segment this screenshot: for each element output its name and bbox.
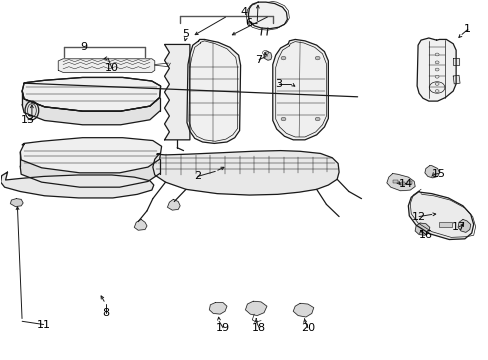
Polygon shape: [22, 91, 159, 125]
Polygon shape: [457, 220, 470, 232]
Polygon shape: [134, 220, 147, 230]
Polygon shape: [407, 192, 473, 239]
Circle shape: [315, 117, 320, 121]
Polygon shape: [414, 223, 429, 235]
Text: 20: 20: [300, 323, 314, 333]
Polygon shape: [10, 199, 23, 207]
Polygon shape: [264, 51, 271, 60]
Circle shape: [434, 68, 438, 71]
Text: 18: 18: [251, 323, 265, 333]
Text: 11: 11: [37, 320, 50, 329]
Text: 3: 3: [275, 79, 282, 89]
Polygon shape: [164, 44, 189, 140]
Text: 14: 14: [399, 179, 412, 189]
Polygon shape: [22, 77, 160, 111]
Polygon shape: [452, 58, 458, 65]
Polygon shape: [272, 40, 328, 140]
Circle shape: [434, 75, 438, 78]
Text: 17: 17: [451, 222, 465, 231]
Polygon shape: [293, 303, 313, 317]
Polygon shape: [248, 2, 287, 29]
Text: 6: 6: [244, 18, 251, 28]
Text: 2: 2: [194, 171, 201, 181]
Bar: [392, 180, 397, 183]
Polygon shape: [245, 301, 266, 316]
Polygon shape: [20, 138, 161, 173]
Polygon shape: [424, 166, 439, 178]
Text: 16: 16: [418, 230, 432, 239]
Polygon shape: [20, 152, 159, 187]
Polygon shape: [0, 172, 154, 198]
Circle shape: [434, 61, 438, 64]
Circle shape: [434, 82, 438, 85]
Text: 10: 10: [104, 63, 119, 73]
Text: 9: 9: [80, 42, 87, 52]
Polygon shape: [186, 40, 240, 143]
Text: 19: 19: [216, 323, 230, 333]
Bar: [407, 181, 411, 184]
Text: 12: 12: [411, 212, 425, 221]
Text: 15: 15: [431, 168, 445, 179]
Polygon shape: [386, 174, 414, 191]
Circle shape: [281, 56, 285, 60]
Text: 4: 4: [241, 7, 247, 17]
Bar: [400, 182, 405, 185]
Polygon shape: [452, 75, 459, 84]
Text: 13: 13: [21, 115, 35, 125]
Polygon shape: [58, 59, 155, 72]
Polygon shape: [209, 303, 226, 314]
Text: 1: 1: [464, 24, 470, 35]
Bar: [438, 222, 451, 227]
Circle shape: [434, 90, 438, 93]
Polygon shape: [167, 199, 180, 210]
Circle shape: [434, 53, 438, 56]
Polygon shape: [153, 150, 338, 195]
Polygon shape: [416, 38, 455, 101]
Text: 5: 5: [182, 29, 189, 39]
Text: 7: 7: [255, 54, 262, 64]
Text: 8: 8: [102, 309, 109, 318]
Circle shape: [281, 117, 285, 121]
Circle shape: [315, 56, 320, 60]
